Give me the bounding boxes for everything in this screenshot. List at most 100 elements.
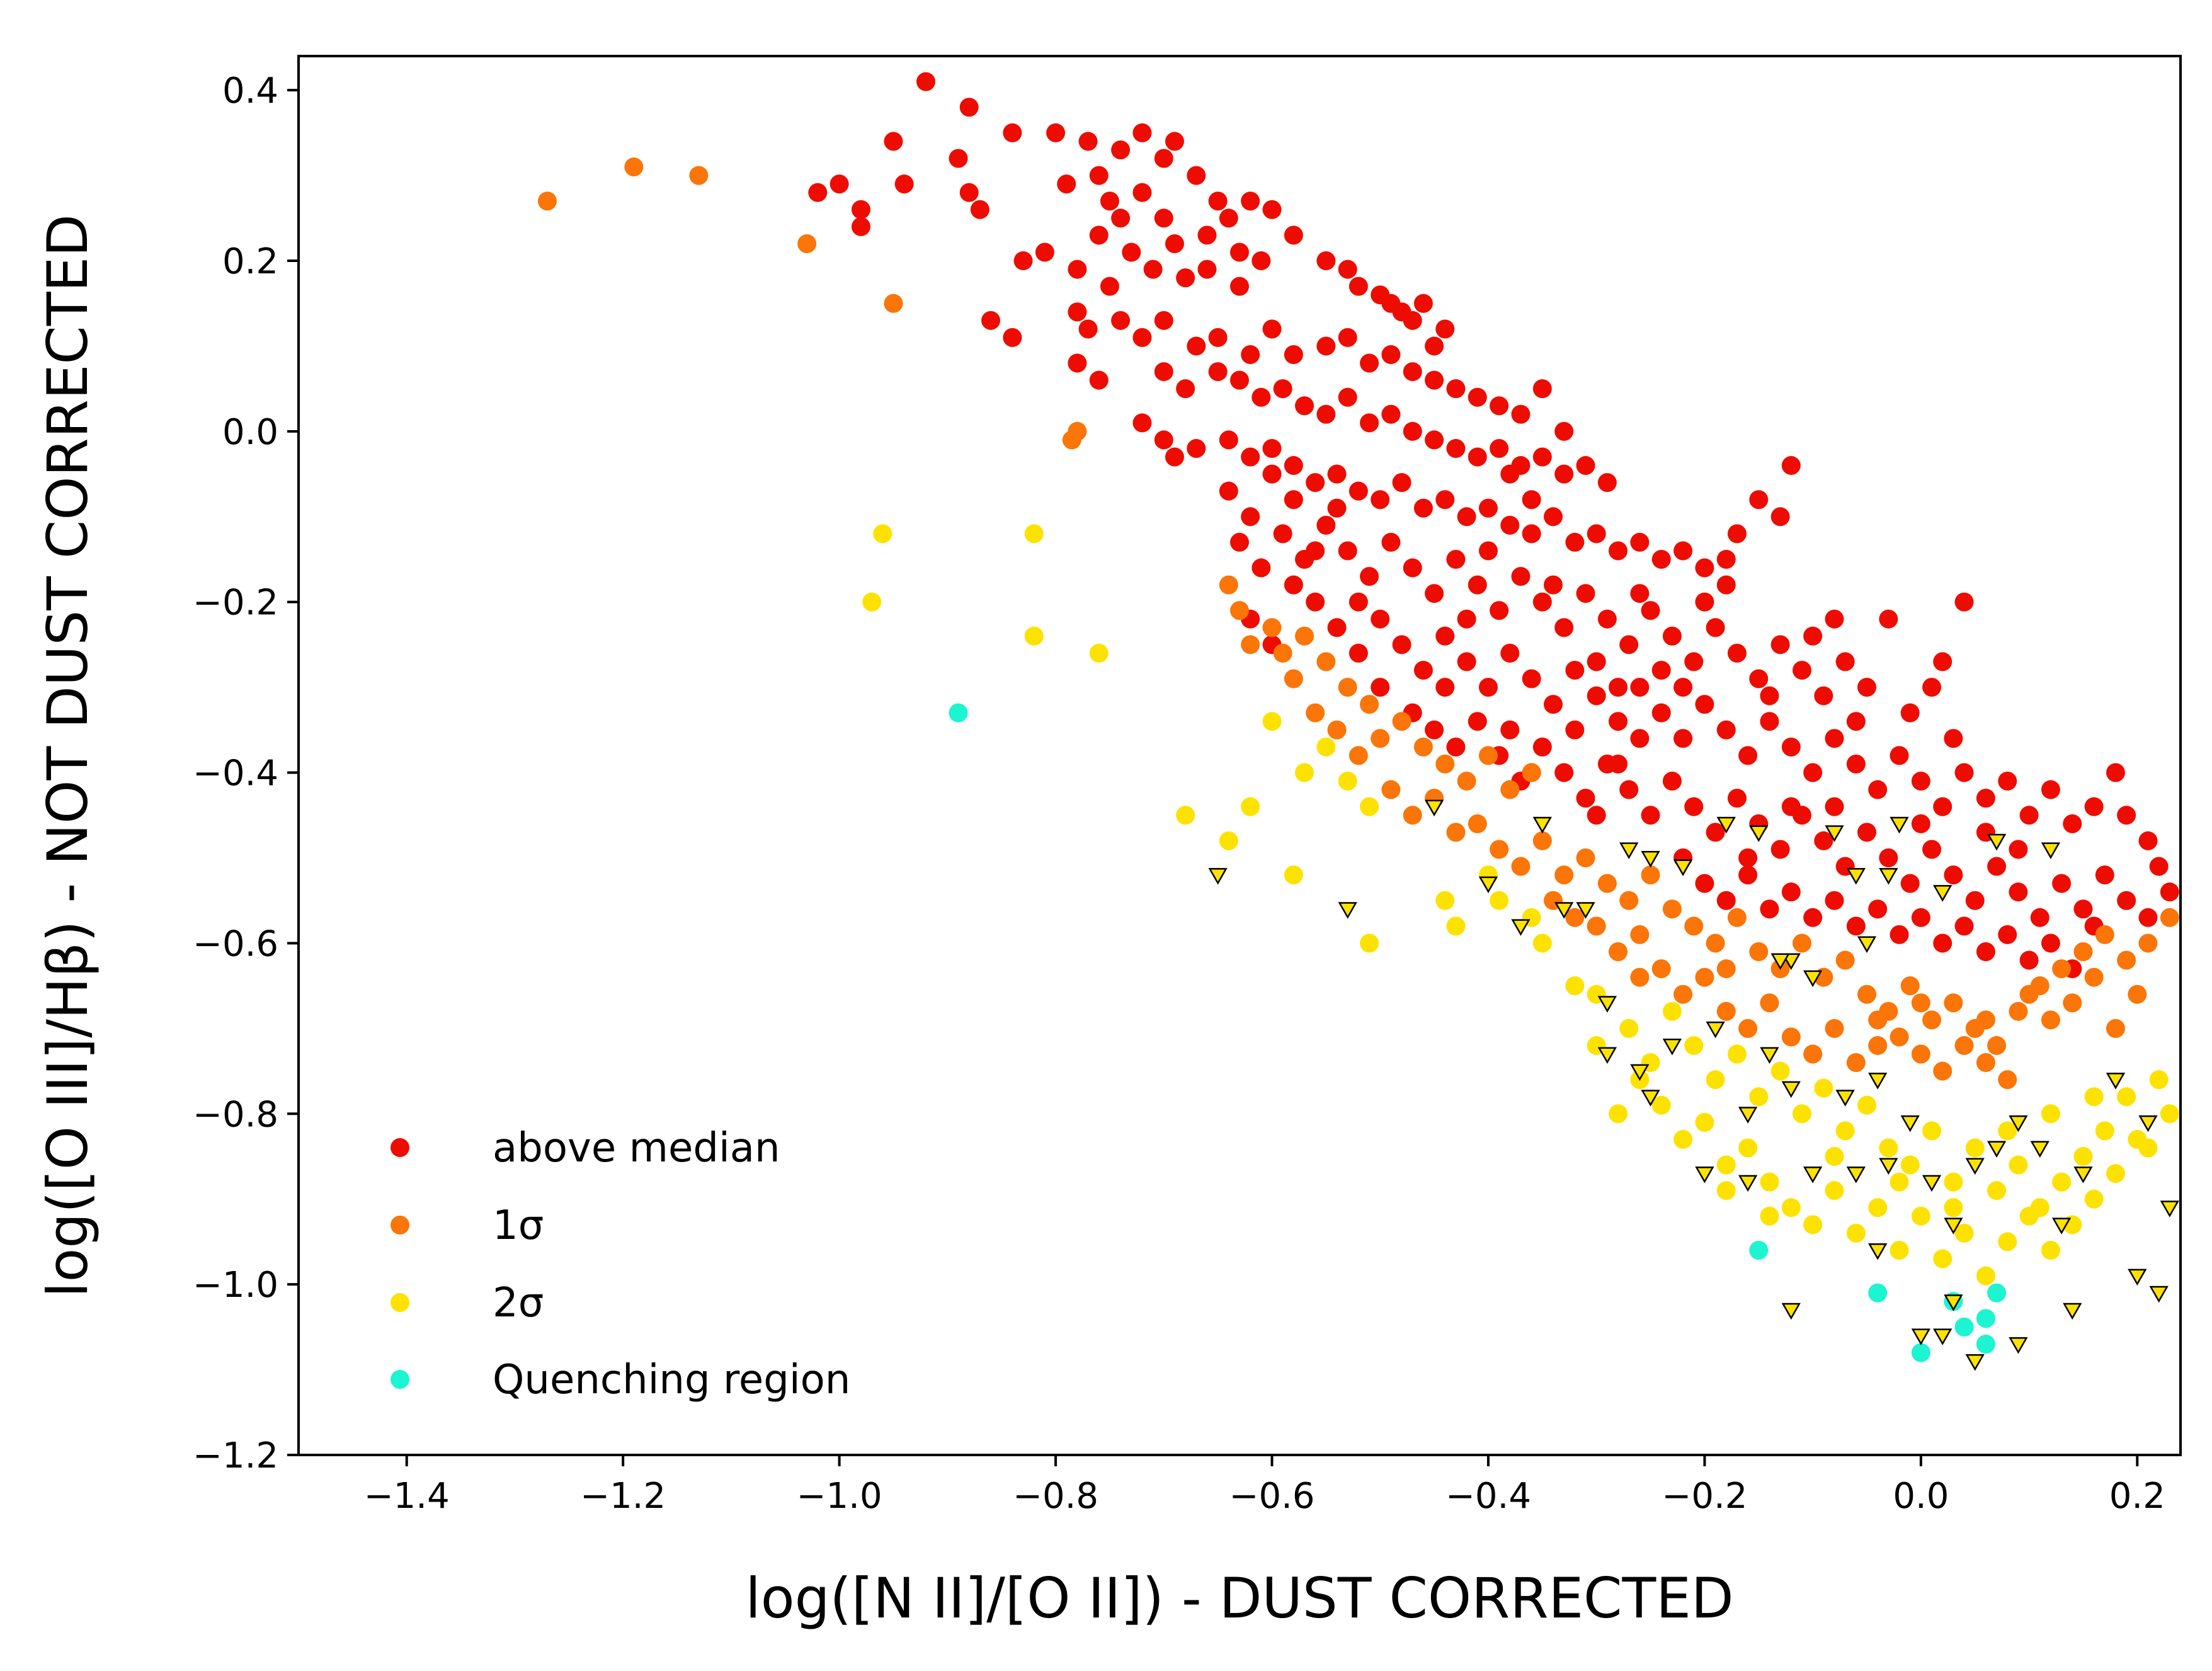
above-median-point [1998,925,2017,944]
above-median-point [1381,345,1401,364]
1sigma-point [2019,984,2039,1004]
above-median-point [1954,763,1974,782]
above-median-point [1468,447,1487,467]
above-median-point [1100,191,1119,211]
above-median-point [1143,259,1163,279]
2sigma-point [1716,1181,1736,1200]
2sigma-point [1954,1223,1974,1243]
upper-limit-triangle-point [1338,902,1357,919]
1sigma-point [1316,652,1336,671]
above-median-point [1197,225,1217,245]
above-median-point [1770,507,1790,527]
above-median-point [1230,532,1249,552]
upper-limit-triangle-point [1630,1064,1650,1081]
above-median-point [1879,848,1898,868]
above-median-point [1338,387,1357,407]
1sigma-point [1695,967,1714,987]
2sigma-point [1262,712,1282,731]
1sigma-point [1468,814,1487,833]
y-tick-label: −0.2 [193,583,278,624]
1sigma-point [1230,601,1249,620]
above-median-point [1695,592,1714,612]
above-median-point [894,174,914,194]
above-median-point [2019,806,2039,825]
2sigma-point [2117,1087,2136,1107]
above-median-point [1425,370,1444,390]
above-median-point [1338,328,1357,347]
1sigma-point [1565,908,1585,927]
upper-limit-triangle-point [2073,1166,2093,1183]
above-median-point [1825,797,1844,816]
above-median-point [1392,473,1411,493]
above-median-point [2009,882,2028,902]
1sigma-point [1457,772,1476,791]
above-median-point [1727,524,1747,544]
above-median-point [1673,541,1693,561]
above-median-point [1208,191,1228,211]
2sigma-point [1716,1155,1736,1175]
above-median-point [1306,473,1325,493]
upper-limit-triangle-point [1554,902,1574,919]
above-median-point [1587,524,1606,544]
1sigma-point [1954,1035,1974,1055]
1sigma-point [1306,703,1325,722]
2sigma-point [1284,865,1303,885]
upper-limit-triangle-point [1987,1141,2007,1158]
above-median-point [1446,379,1466,399]
2sigma-point [2084,1087,2104,1107]
2sigma-point [1609,1104,1628,1124]
upper-limit-triangle-point [1478,876,1498,894]
1sigma-point [1609,942,1628,961]
above-median-point [1825,609,1844,629]
upper-limit-triangle-point [2051,1218,2072,1235]
upper-limit-triangle-point [1835,1090,1855,1107]
x-tick-label: 0.2 [2109,1476,2165,1517]
2sigma-point [1868,1198,1888,1218]
legend-label-above-median: above median [493,1125,780,1172]
above-median-point [1241,507,1260,527]
upper-limit-triangle-point [1868,1243,1888,1260]
above-median-point [1554,763,1574,782]
1sigma-point [1749,942,1769,961]
upper-limit-triangle-point [1900,1115,1920,1132]
1sigma-point [1846,1053,1866,1073]
above-median-point [1706,823,1725,842]
above-median-point [1446,550,1466,569]
1sigma-point [1998,1070,2017,1090]
x-tick-label: −1.2 [580,1476,666,1517]
above-median-point [1803,908,1823,927]
upper-limit-triangle-point [2138,1115,2158,1132]
above-median-point [1716,720,1736,739]
above-median-point [1651,703,1671,722]
above-median-point [851,200,870,219]
2sigma-point [1998,1121,2017,1141]
above-median-point [1500,515,1520,535]
above-median-point [1587,652,1606,671]
upper-limit-triangle-point [1846,868,1866,885]
above-median-point [1933,652,1953,671]
quenching-region-point [1911,1343,1930,1362]
quenching-region-point [949,703,968,722]
above-median-point [2041,780,2060,799]
above-median-point [1781,456,1801,476]
above-median-point [1846,755,1866,774]
1sigma-point [797,234,817,253]
above-median-point [1284,490,1303,510]
above-median-point [1219,208,1238,228]
above-median-point [1478,678,1498,697]
above-median-point [1490,438,1509,458]
1sigma-point [1327,720,1347,739]
above-median-point [1651,550,1671,569]
above-median-point [1230,277,1249,296]
above-median-point [1371,609,1390,629]
above-median-point [2106,763,2125,782]
1sigma-point [1413,737,1433,756]
upper-limit-triangle-point [1911,1328,1931,1345]
above-median-point [1154,362,1173,382]
1sigma-point [2117,950,2136,970]
2sigma-point [1316,737,1336,756]
above-median-point [1327,498,1347,518]
2sigma-point [1490,891,1509,910]
above-median-point [2052,874,2072,893]
